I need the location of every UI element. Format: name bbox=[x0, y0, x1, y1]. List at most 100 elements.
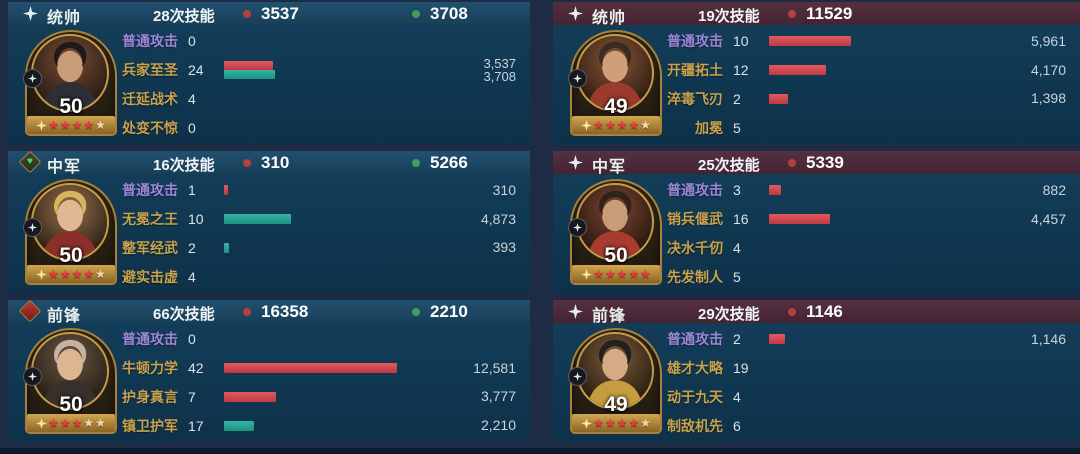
skill-name: 动于九天 bbox=[667, 388, 723, 405]
damage-bar bbox=[769, 185, 781, 196]
skill-row: 兵家至圣 24 3,537 3,708 bbox=[8, 56, 530, 85]
hero-section: 前锋 66次技能 16358 2210 普通攻击 0 牛顿力学 42 12,58… bbox=[8, 299, 530, 442]
skill-damage-values: 3,537 3,708 bbox=[454, 57, 516, 83]
star-diamond-icon bbox=[36, 268, 48, 280]
hero-portrait[interactable]: 50 ★ ★ ★ ★ ★ bbox=[23, 179, 117, 285]
red-star-icon: ★ bbox=[71, 118, 83, 132]
skill-damage-values: 4,170 bbox=[1004, 62, 1066, 78]
skill-name: 处变不惊 bbox=[122, 119, 178, 136]
hero-badge-icon bbox=[23, 367, 42, 386]
red-star-icon: ★ bbox=[48, 416, 59, 430]
skill-value: 310 bbox=[492, 181, 516, 198]
white-star-icon: ★ bbox=[640, 118, 651, 132]
skill-value: 2,210 bbox=[480, 417, 516, 434]
skill-value: 1,398 bbox=[1030, 90, 1066, 107]
section-body: 普通攻击 3 882 销兵偃武 16 4,457 决水千仞 4 先发制人 5 bbox=[553, 174, 1080, 293]
skill-damage-values: 310 bbox=[454, 181, 516, 198]
role-label: 统帅 bbox=[592, 10, 627, 27]
star-diamond-icon bbox=[581, 119, 593, 131]
hero-level: 49 bbox=[604, 95, 628, 118]
sparkle-icon bbox=[20, 3, 40, 23]
skill-damage-bars bbox=[224, 242, 454, 253]
role-label: 中军 bbox=[47, 159, 82, 176]
skill-row: 无冕之王 10 4,873 bbox=[8, 205, 530, 234]
role-label: 前锋 bbox=[47, 308, 82, 325]
hero-level: 50 bbox=[59, 393, 83, 416]
skill-value: 393 bbox=[492, 239, 516, 256]
skill-damage-bars bbox=[224, 214, 454, 225]
skill-name: 无冕之王 bbox=[122, 211, 178, 228]
hero-stars: ★ ★ ★ ★ ★ bbox=[572, 116, 660, 134]
damage-bar bbox=[224, 185, 228, 196]
hero-badge-icon bbox=[23, 69, 42, 88]
skill-damage-bars bbox=[769, 36, 1004, 47]
skill-damage-values: 2,210 bbox=[454, 418, 516, 433]
red-star-icon: ★ bbox=[593, 118, 604, 132]
skill-name: 制敌机先 bbox=[667, 417, 723, 434]
red-star-icon: ★ bbox=[83, 118, 95, 132]
skill-use-count: 0 bbox=[188, 33, 196, 50]
skill-use-count: 24 bbox=[188, 62, 204, 79]
hero-level: 50 bbox=[604, 244, 628, 267]
skill-row: 牛顿力学 42 12,581 bbox=[8, 354, 530, 383]
skill-use-count: 2 bbox=[733, 331, 741, 348]
hero-portrait[interactable]: 50 ★ ★ ★ ★ ★ bbox=[23, 328, 117, 434]
skill-name: 决水千仞 bbox=[667, 239, 723, 256]
skill-name: 避实击虚 bbox=[122, 268, 178, 285]
hero-portrait[interactable]: 49 ★ ★ ★ ★ ★ bbox=[568, 30, 662, 136]
red-star-icon: ★ bbox=[71, 416, 83, 430]
red-total-value: 16358 bbox=[261, 302, 309, 321]
hero-portrait[interactable]: 50 ★ ★ ★ ★ ★ bbox=[23, 30, 117, 136]
role-label: 中军 bbox=[592, 159, 627, 176]
skill-use-count: 10 bbox=[733, 33, 749, 50]
red-total-value: 5339 bbox=[806, 153, 844, 172]
skill-value: 3,537 bbox=[483, 56, 516, 72]
hero-portrait[interactable]: 50 ★ ★ ★ ★ ★ bbox=[568, 179, 662, 285]
skill-row: 雄才大略 19 bbox=[553, 354, 1080, 383]
red-star-icon: ★ bbox=[604, 118, 616, 132]
skill-value: 5,961 bbox=[1030, 32, 1066, 49]
skill-damage-values: 3,777 bbox=[454, 389, 516, 404]
skill-count-label: 25次技能 bbox=[698, 157, 760, 174]
damage-bar bbox=[769, 93, 788, 104]
skill-damage-values: 5,961 bbox=[1004, 32, 1066, 49]
skill-value: 4,457 bbox=[1030, 210, 1066, 227]
green-total-value: 3708 bbox=[430, 4, 468, 23]
heal-bar bbox=[224, 420, 254, 431]
skill-damage-bars bbox=[769, 65, 1004, 76]
skill-use-count: 16 bbox=[733, 211, 749, 228]
hero-level: 49 bbox=[604, 393, 628, 416]
red-star-icon: ★ bbox=[59, 267, 71, 281]
skill-name: 牛顿力学 bbox=[122, 360, 178, 377]
skill-value: 12,581 bbox=[473, 359, 516, 376]
hero-stars: ★ ★ ★ ★ ★ bbox=[27, 116, 115, 134]
green-dot-icon bbox=[412, 159, 420, 167]
red-star-icon: ★ bbox=[604, 267, 616, 281]
skill-use-count: 2 bbox=[188, 239, 196, 256]
skill-row: 处变不惊 0 bbox=[8, 113, 530, 142]
white-star-icon: ★ bbox=[640, 416, 651, 430]
skill-row: 淬毒飞刃 2 1,398 bbox=[553, 85, 1080, 114]
skill-use-count: 3 bbox=[733, 182, 741, 199]
hero-section: ♥ 中军 16次技能 310 5266 普通攻击 1 310 无冕之王 10 4… bbox=[8, 150, 530, 293]
skill-value: 3,777 bbox=[480, 388, 516, 405]
skill-name: 普通攻击 bbox=[122, 182, 178, 199]
section-header: 前锋 66次技能 16358 2210 bbox=[8, 299, 530, 325]
skill-use-count: 6 bbox=[733, 417, 741, 434]
skill-name: 先发制人 bbox=[667, 268, 723, 285]
role-label: 统帅 bbox=[47, 10, 82, 27]
skill-damage-bars bbox=[224, 61, 454, 80]
white-star-icon: ★ bbox=[95, 267, 106, 281]
damage-bar bbox=[769, 334, 785, 345]
red-total-value: 1146 bbox=[806, 302, 843, 321]
hero-stars: ★ ★ ★ ★ ★ bbox=[572, 414, 660, 432]
skill-use-count: 19 bbox=[733, 360, 749, 377]
section-header: 前锋 29次技能 1146 bbox=[553, 300, 1080, 325]
hero-stars: ★ ★ ★ ★ ★ bbox=[27, 265, 115, 283]
skill-name: 加冕 bbox=[695, 119, 723, 136]
skill-use-count: 17 bbox=[188, 417, 204, 434]
skill-value: 4,873 bbox=[480, 210, 516, 227]
right-army-column: 统帅 19次技能 11529 普通攻击 10 5,961 开疆拓土 12 4,1… bbox=[553, 2, 1080, 449]
hero-portrait[interactable]: 49 ★ ★ ★ ★ ★ bbox=[568, 328, 662, 434]
section-header: 统帅 28次技能 3537 3708 bbox=[8, 2, 530, 27]
